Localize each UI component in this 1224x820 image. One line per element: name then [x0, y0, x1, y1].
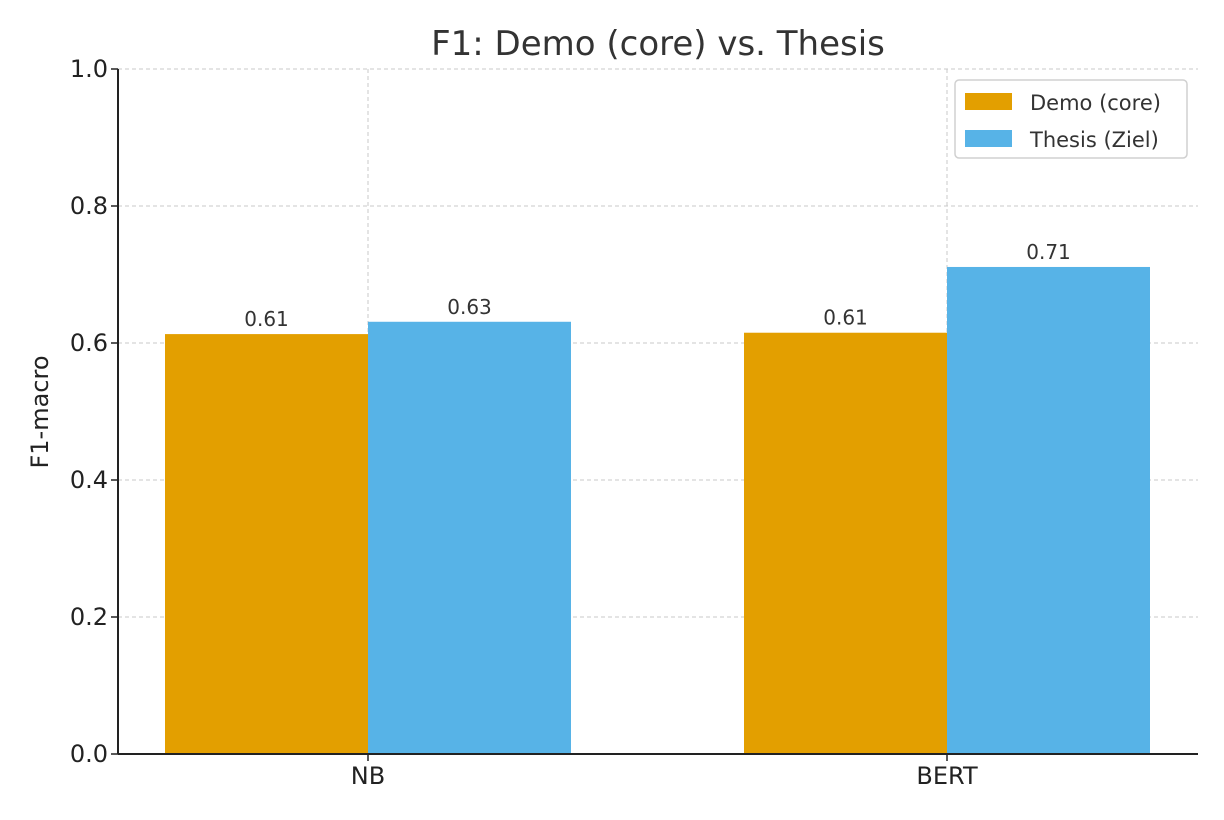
legend-swatch — [965, 130, 1012, 147]
bar — [165, 334, 368, 754]
axes — [111, 68, 1198, 761]
bar-value-label: 0.61 — [244, 307, 289, 331]
bar — [368, 321, 571, 754]
y-tick-label: 0.2 — [70, 603, 108, 631]
bar — [744, 332, 947, 754]
legend-entry-label: Demo (core) — [1030, 91, 1161, 115]
y-tick-label: 1.0 — [70, 55, 108, 83]
y-tick-label: 0.4 — [70, 466, 108, 494]
bar-value-label: 0.63 — [447, 295, 492, 319]
legend-frame — [954, 79, 1188, 159]
y-tick-label: 0.0 — [70, 740, 108, 768]
x-tick-label: NB — [351, 762, 385, 790]
y-tick-label: 0.6 — [70, 329, 108, 357]
legend: Demo (core) Thesis (Ziel) — [954, 79, 1188, 159]
tick-labels: 0.0 0.2 0.4 0.6 0.8 1.0 NB BERT — [70, 55, 978, 790]
y-tick-label: 0.8 — [70, 192, 108, 220]
legend-entry-label: Thesis (Ziel) — [1029, 128, 1159, 152]
y-axis-label: F1-macro — [26, 355, 54, 468]
chart-title: F1: Demo (core) vs. Thesis — [431, 24, 885, 64]
bar-value-label: 0.71 — [1026, 240, 1071, 264]
legend-swatch — [965, 93, 1012, 110]
data-labels: 0.61 0.61 0.63 0.71 — [244, 240, 1071, 331]
bars — [165, 266, 1150, 754]
bar-value-label: 0.61 — [823, 306, 868, 330]
x-tick-label: BERT — [916, 762, 978, 790]
bar — [947, 266, 1150, 754]
